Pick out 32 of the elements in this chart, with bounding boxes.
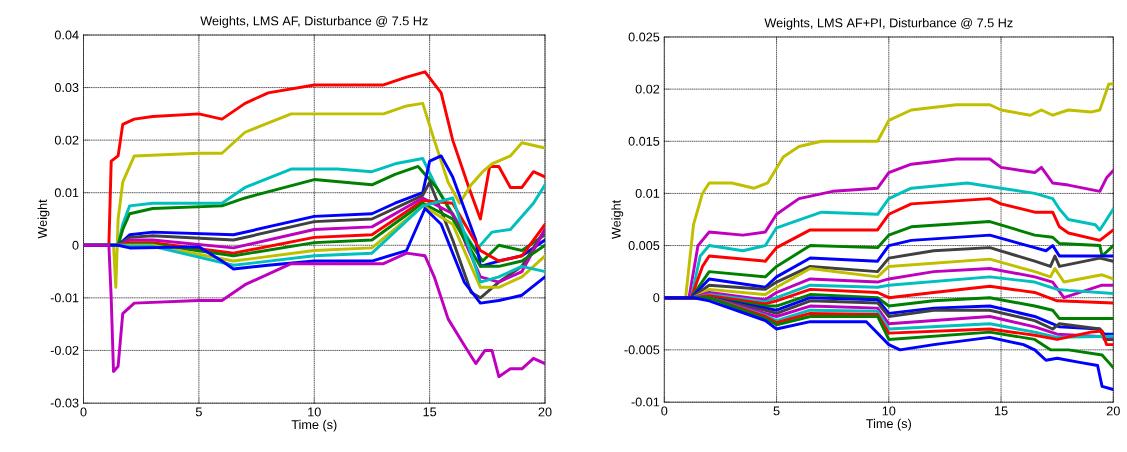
x-tick-label: 0 xyxy=(661,406,668,416)
x-tick-label: 0 xyxy=(80,407,87,417)
y-tick-label: -0.02 xyxy=(50,345,79,355)
y-tick-label: 0.01 xyxy=(54,188,79,198)
chart-title: Weights, LMS AF+PI, Disturbance @ 7.5 Hz xyxy=(764,18,1013,30)
y-tick-label: 0 xyxy=(653,293,660,303)
y-tick-label: 0.03 xyxy=(54,83,79,93)
x-axis-title: Time (s) xyxy=(291,419,337,432)
x-tick-label: 5 xyxy=(773,406,780,416)
x-tick-label: 15 xyxy=(423,407,437,417)
y-axis-title: Weight xyxy=(37,199,50,239)
x-tick-label: 10 xyxy=(308,407,321,417)
y-axis-title: Weight xyxy=(611,199,624,240)
y-tick-label: -0.005 xyxy=(624,345,660,355)
y-tick-label: 0.04 xyxy=(54,30,79,40)
x-tick-label: 20 xyxy=(1106,406,1120,416)
y-tick-label: 0.01 xyxy=(635,188,660,198)
x-tick-label: 5 xyxy=(195,407,202,417)
y-tick-label: 0.025 xyxy=(628,32,660,42)
y-tick-label: 0.015 xyxy=(628,136,660,146)
y-tick-label: -0.01 xyxy=(50,293,79,303)
y-tick-label: 0 xyxy=(72,240,79,250)
chart-title: Weights, LMS AF, Disturbance @ 7.5 Hz xyxy=(200,16,428,28)
x-tick-label: 15 xyxy=(994,406,1008,416)
x-tick-label: 20 xyxy=(538,407,552,417)
y-tick-label: 0.02 xyxy=(635,84,660,94)
x-tick-label: 10 xyxy=(882,406,896,416)
y-tick-label: -0.01 xyxy=(631,397,660,407)
x-axis-title: Time (s) xyxy=(866,418,911,431)
y-tick-label: 0.005 xyxy=(628,241,660,251)
y-tick-label: 0.02 xyxy=(54,135,79,145)
y-tick-label: -0.03 xyxy=(50,398,79,408)
